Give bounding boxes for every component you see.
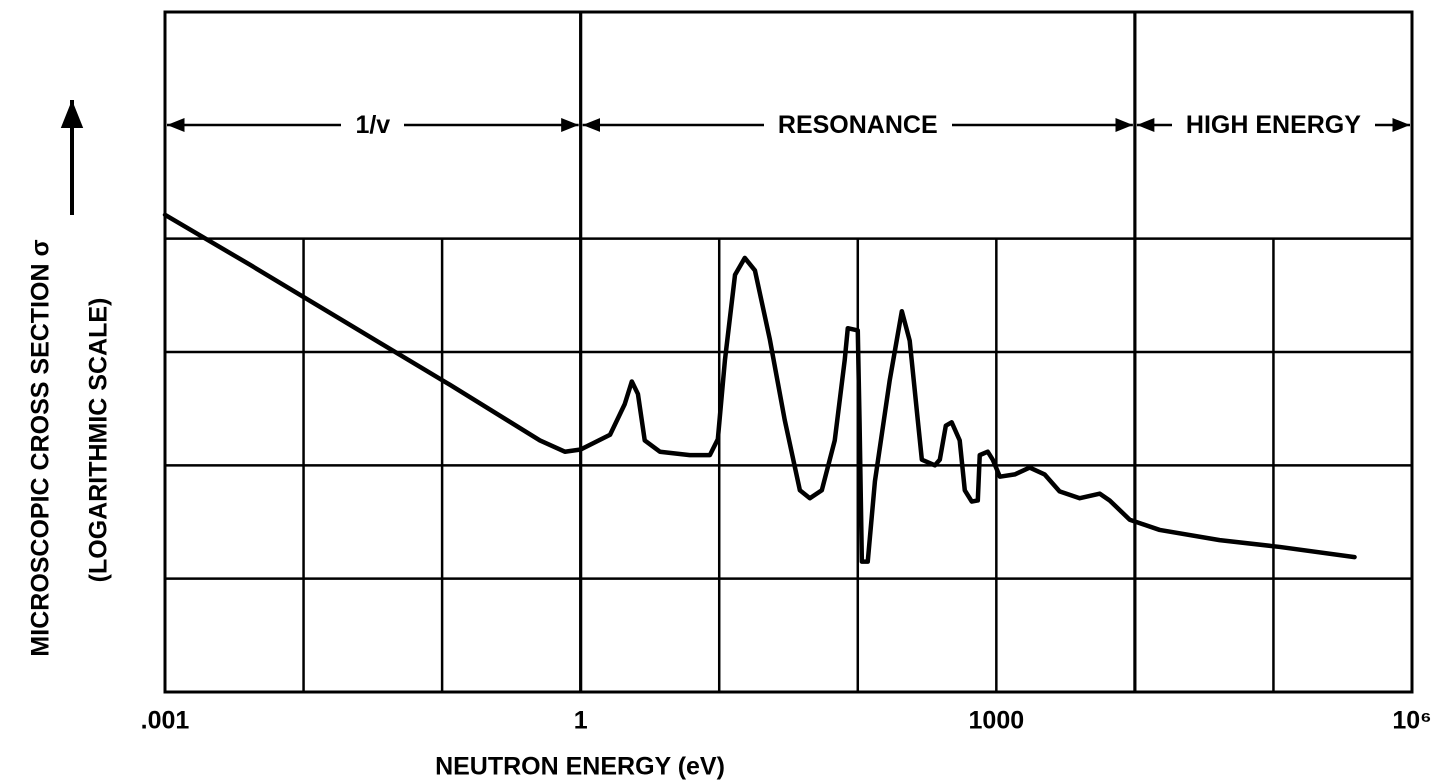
y-axis-label: (LOGARITHMIC SCALE)	[85, 298, 113, 583]
region-label-box: HIGH ENERGY	[1171, 107, 1375, 143]
region-label: 1/v	[341, 107, 405, 143]
x-axis-label: NEUTRON ENERGY (eV)	[435, 753, 725, 781]
curve	[162, 212, 1357, 564]
region-label: RESONANCE	[763, 107, 952, 143]
x-tick-label: 10⁶	[1392, 707, 1431, 735]
plot-frame	[163, 10, 1414, 694]
region-label: HIGH ENERGY	[1171, 107, 1375, 143]
y-axis-label: MICROSCOPIC CROSS SECTION σ	[27, 239, 55, 656]
region-label-box: RESONANCE	[763, 107, 952, 143]
x-tick-label: .001	[141, 707, 190, 735]
x-tick-label: 1	[574, 707, 588, 735]
region-label-box: 1/v	[341, 107, 405, 143]
x-tick-label: 1000	[969, 707, 1025, 735]
